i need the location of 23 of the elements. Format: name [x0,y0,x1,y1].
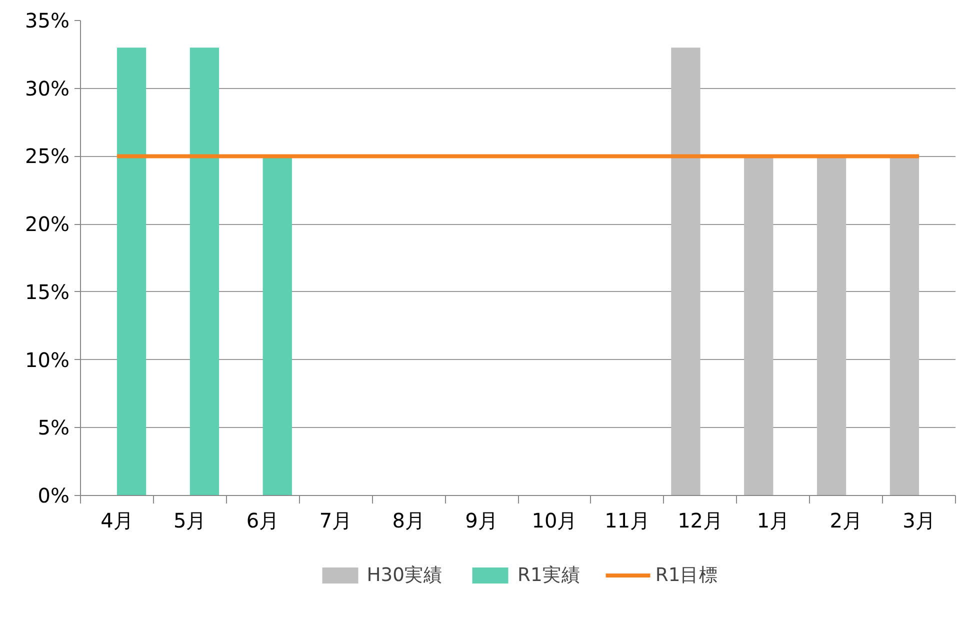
x-tick-label: 2月 [830,508,862,532]
x-tick-label: 9月 [465,508,498,532]
x-tick-label: 11月 [604,508,650,532]
x-tick-label: 3月 [902,508,936,532]
y-tick-label: 35% [25,8,70,32]
x-tick-label: 1月 [756,508,790,532]
x-tick-label: 7月 [319,508,352,532]
y-tick-label: 20% [25,212,70,236]
y-tick-label: 10% [25,348,70,372]
y-tick-label: 5% [38,416,70,440]
y-tick-label: 30% [25,76,70,100]
legend-label: R1目標 [655,564,718,588]
y-tick-label: 0% [38,484,70,508]
x-tick-label: 8月 [392,508,425,532]
x-tick-label: 10月 [532,508,578,532]
y-tick-label: 25% [25,144,70,168]
x-tick-label: 12月 [678,508,724,532]
x-tick-label: 6月 [246,508,280,532]
y-tick-label: 15% [25,280,70,304]
x-tick-label: 4月 [100,508,134,532]
legend-label: H30実績 [366,564,443,588]
legend-label: R1実績 [518,564,580,588]
x-tick-label: 5月 [174,508,206,532]
